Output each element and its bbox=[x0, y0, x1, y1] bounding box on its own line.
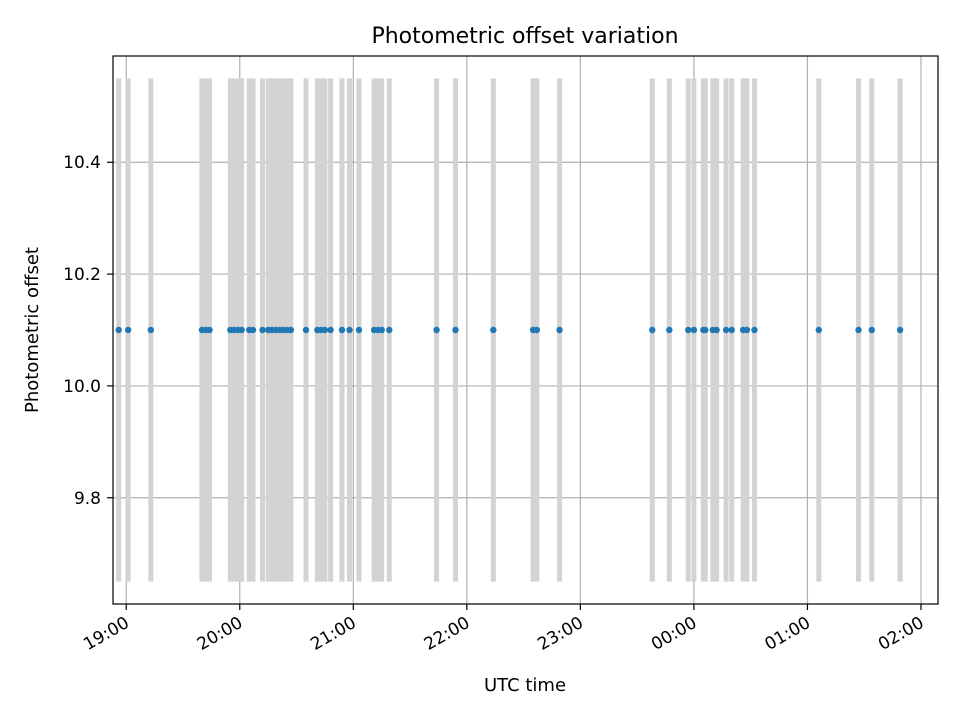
data-point bbox=[287, 326, 295, 334]
data-point bbox=[490, 326, 497, 334]
data-point bbox=[533, 326, 541, 334]
data-point bbox=[355, 326, 363, 334]
y-axis-label: Photometric offset bbox=[22, 247, 43, 413]
data-point bbox=[722, 326, 730, 334]
data-point bbox=[556, 326, 563, 334]
y-tick-label: 10.4 bbox=[63, 153, 101, 173]
data-point bbox=[327, 326, 334, 334]
x-axis-label: UTC time bbox=[484, 675, 566, 696]
data-point bbox=[690, 326, 698, 334]
data-point bbox=[743, 326, 751, 334]
data-point bbox=[855, 326, 862, 334]
y-axis-ticks: 9.8 10.0 10.2 10.4 bbox=[63, 153, 113, 509]
data-point bbox=[321, 326, 329, 334]
data-point bbox=[302, 326, 310, 334]
data-point bbox=[685, 326, 692, 334]
y-tick-label: 9.8 bbox=[74, 489, 101, 509]
data-point bbox=[147, 326, 155, 334]
data-point bbox=[868, 326, 875, 334]
data-point bbox=[713, 326, 720, 334]
data-point bbox=[206, 326, 213, 334]
data-point bbox=[815, 326, 822, 334]
data-point bbox=[378, 326, 385, 334]
data-point bbox=[666, 326, 673, 334]
data-point bbox=[259, 326, 266, 334]
data-point bbox=[751, 326, 758, 334]
point-layer bbox=[115, 326, 904, 334]
data-point bbox=[238, 326, 245, 334]
data-point bbox=[896, 326, 904, 334]
data-point bbox=[452, 326, 459, 334]
data-point bbox=[386, 326, 393, 334]
data-point bbox=[124, 326, 132, 334]
data-point bbox=[346, 326, 353, 334]
data-point bbox=[728, 326, 735, 334]
data-point bbox=[249, 326, 257, 334]
chart-title: Photometric offset variation bbox=[371, 24, 678, 49]
data-point bbox=[702, 326, 709, 334]
data-point bbox=[433, 326, 440, 334]
data-point bbox=[649, 326, 656, 334]
plot-frame bbox=[112, 55, 939, 605]
data-point bbox=[115, 326, 122, 334]
y-tick-label: 10.2 bbox=[63, 265, 101, 285]
data-point bbox=[338, 326, 346, 334]
y-tick-label: 10.0 bbox=[63, 377, 101, 397]
